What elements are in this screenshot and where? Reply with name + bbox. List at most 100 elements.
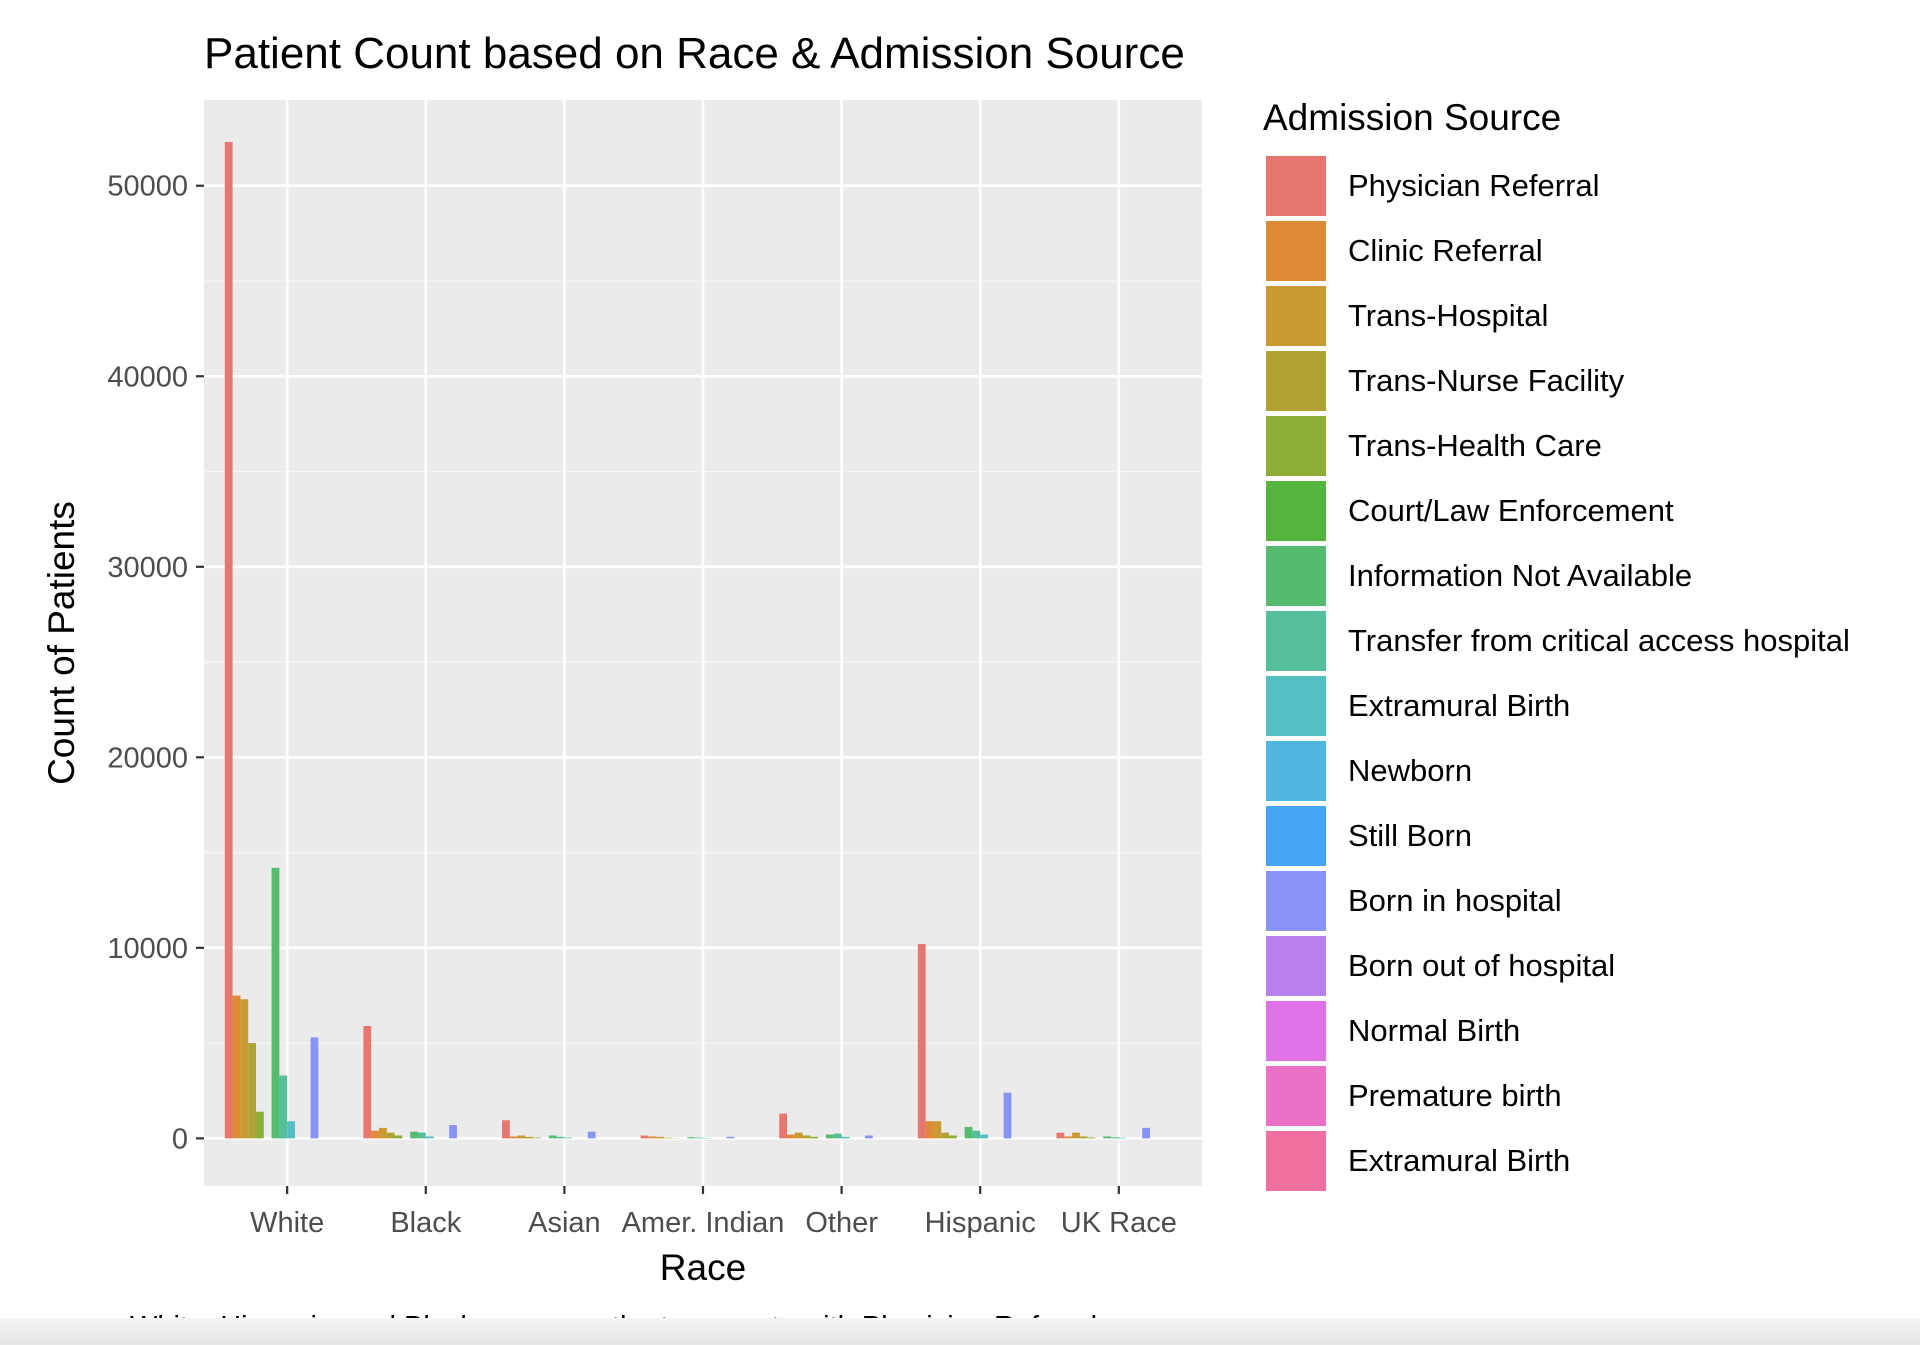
y-axis-title: Count of Patients (41, 501, 82, 785)
bar (1111, 1137, 1119, 1139)
legend: Physician Referral Clinic Referral Trans-H… (1264, 154, 1850, 1193)
y-tick-label: 0 (172, 1123, 188, 1155)
bar (394, 1135, 403, 1139)
legend-label: Trans-Hospital (1348, 298, 1548, 333)
legend-key (1264, 804, 1328, 868)
bar (1064, 1136, 1073, 1139)
legend-label: Clinic Referral (1348, 233, 1543, 268)
bar (1087, 1137, 1096, 1139)
legend-label: Extramural Birth (1348, 688, 1570, 723)
bar (1079, 1136, 1088, 1139)
bar (248, 1043, 256, 1139)
bar (1072, 1132, 1080, 1139)
bar (648, 1136, 657, 1139)
grid-lines (204, 100, 1202, 1186)
bar (425, 1136, 434, 1139)
legend-label: Born out of hospital (1348, 948, 1615, 983)
legend-title: Admission Source (1263, 97, 1561, 138)
bar (841, 1136, 850, 1139)
legend-label: Trans-Health Care (1348, 428, 1602, 463)
legend-label: Still Born (1348, 818, 1472, 853)
legend-key (1264, 154, 1328, 218)
x-tick-label: Black (390, 1207, 461, 1239)
bar (378, 1127, 387, 1139)
legend-label: Trans-Nurse Facility (1348, 363, 1625, 398)
bar (779, 1113, 788, 1139)
bar (656, 1136, 665, 1139)
legend-key (1264, 349, 1328, 413)
legend-key (1264, 739, 1328, 803)
bar (664, 1137, 672, 1139)
bar (933, 1121, 942, 1139)
bar (363, 1025, 372, 1139)
bar (787, 1134, 795, 1139)
y-tick-label: 40000 (107, 361, 188, 393)
legend-key (1264, 1129, 1328, 1193)
bar (687, 1137, 696, 1139)
bar (417, 1132, 426, 1139)
bar (449, 1125, 457, 1139)
window-bottom-edge (0, 1318, 1920, 1345)
legend-key (1264, 544, 1328, 608)
legend-label: Extramural Birth (1348, 1143, 1570, 1178)
bar (972, 1130, 981, 1139)
bar (525, 1136, 534, 1139)
bar (271, 867, 280, 1139)
legend-label: Physician Referral (1348, 168, 1600, 203)
y-tick-label: 50000 (107, 171, 188, 203)
bar (232, 995, 241, 1139)
bar (533, 1137, 541, 1139)
bar (964, 1126, 973, 1139)
bar (1142, 1127, 1151, 1139)
bar (640, 1135, 649, 1139)
bar (865, 1135, 873, 1139)
x-tick-label: Other (805, 1207, 878, 1239)
bar (802, 1135, 811, 1139)
legend-key (1264, 999, 1328, 1063)
x-tick-label: Amer. Indian (622, 1207, 785, 1239)
legend-key (1264, 219, 1328, 283)
legend-label: Normal Birth (1348, 1013, 1520, 1048)
bar (509, 1136, 518, 1139)
x-tick-label: Asian (528, 1207, 601, 1239)
bar (279, 1075, 288, 1139)
legend-key (1264, 1064, 1328, 1128)
bar (1118, 1137, 1127, 1139)
legend-key (1264, 869, 1328, 933)
x-tick-label: White (250, 1207, 324, 1239)
bar (564, 1137, 573, 1139)
bar (941, 1132, 950, 1139)
legend-label: Born in hospital (1348, 883, 1562, 918)
bar (587, 1131, 596, 1139)
bar (810, 1136, 819, 1139)
bar (224, 141, 233, 1139)
bar (917, 944, 926, 1139)
bar (833, 1133, 842, 1139)
x-tick-label: Hispanic (925, 1207, 1036, 1239)
x-axis-title: Race (660, 1247, 746, 1288)
bars (224, 141, 1151, 1139)
bar (949, 1135, 957, 1139)
x-tick-label: UK Race (1061, 1207, 1177, 1239)
bar (1003, 1092, 1012, 1139)
legend-label: Information Not Available (1348, 558, 1692, 593)
bar (517, 1135, 526, 1139)
bar (1056, 1132, 1065, 1139)
legend-key (1264, 934, 1328, 998)
y-tick-label: 10000 (107, 933, 188, 965)
legend-key (1264, 479, 1328, 543)
legend-label: Transfer from critical access hospital (1348, 623, 1850, 658)
bar (925, 1121, 934, 1139)
y-tick-label: 30000 (107, 552, 188, 584)
chart-title: Patient Count based on Race & Admission … (204, 29, 1185, 78)
legend-label: Newborn (1348, 753, 1472, 788)
bar (255, 1111, 264, 1139)
bar (502, 1120, 510, 1139)
bar (410, 1131, 418, 1139)
bar (371, 1130, 379, 1139)
bar (548, 1135, 557, 1139)
y-tick-label: 20000 (107, 742, 188, 774)
legend-key (1264, 674, 1328, 738)
bar (826, 1134, 834, 1139)
